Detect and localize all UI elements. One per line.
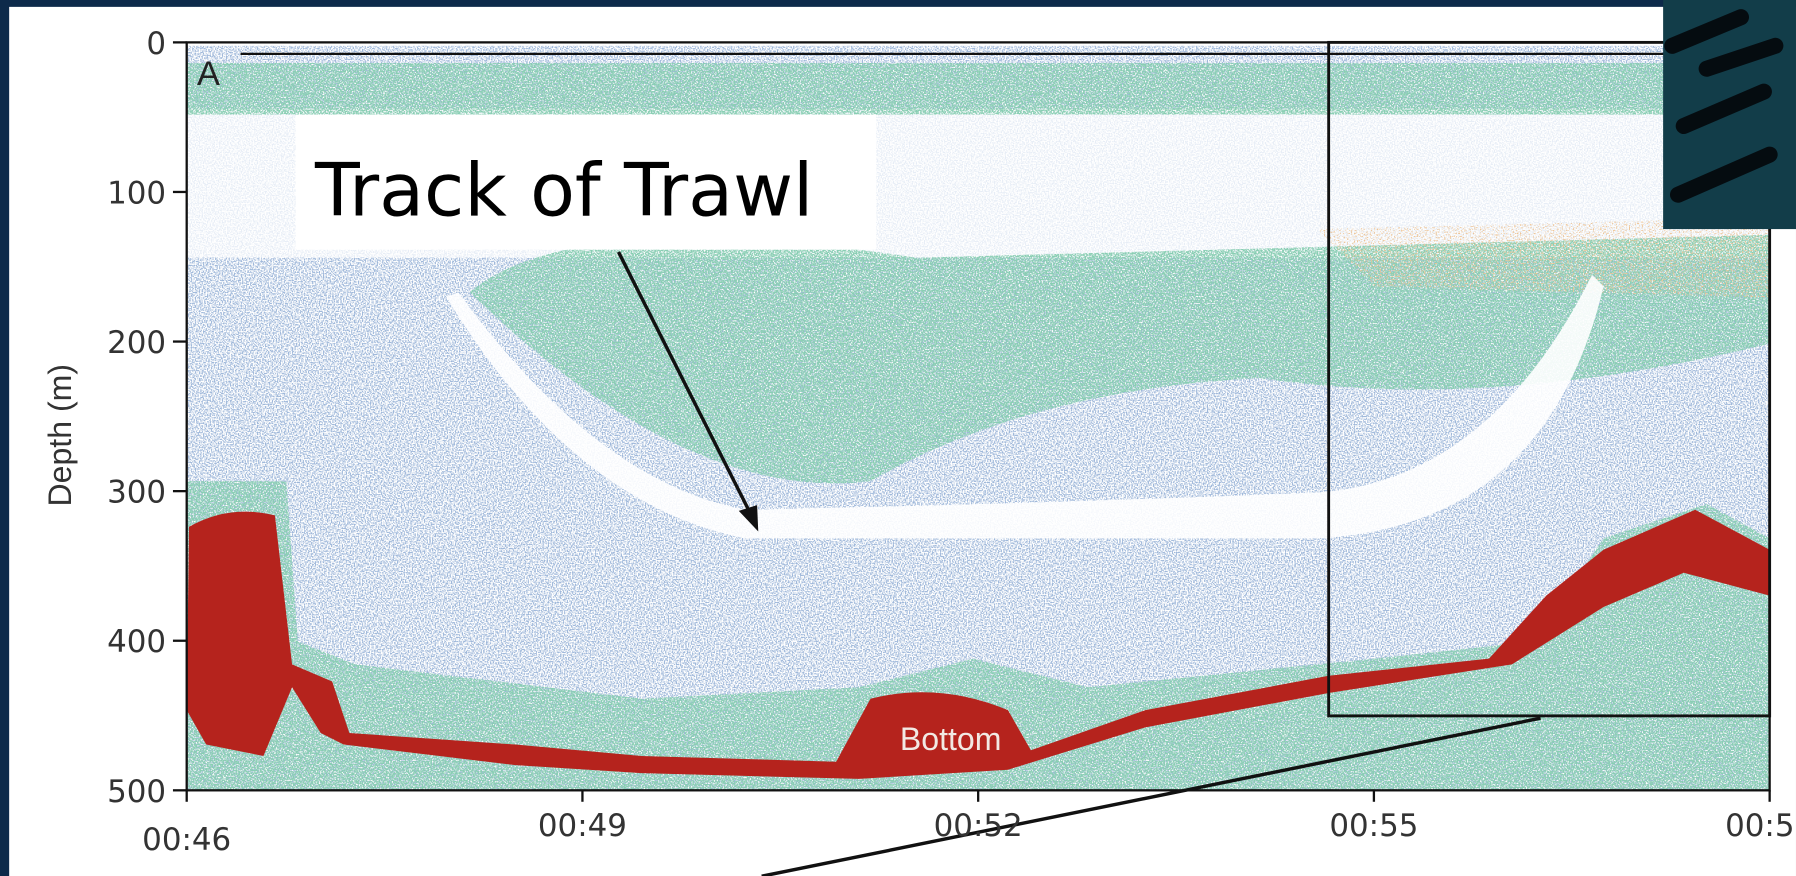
y-tick-label: 100 <box>107 175 166 211</box>
y-axis-label: Depth (m) <box>42 364 78 507</box>
scattering-layer <box>469 234 1770 484</box>
zoom-box <box>1327 40 1772 718</box>
annotation-arrow <box>616 251 752 514</box>
x-tick-label: 00:49 <box>538 808 627 844</box>
x-tick-label: 00:46 <box>142 822 231 858</box>
x-tick-label: 00:52 <box>934 808 1023 844</box>
annotation-box <box>295 114 877 250</box>
x-tick-label: 00:55 <box>1329 808 1418 844</box>
y-tick-label: 500 <box>107 774 166 810</box>
y-tick-label: 200 <box>107 325 166 361</box>
annotation: Track of Trawl <box>314 148 813 233</box>
bottom-label: Bottom <box>900 721 1002 757</box>
inset-fish <box>1664 9 1784 203</box>
panel-label: A <box>197 55 220 93</box>
zoom-line <box>761 716 1541 876</box>
y-tick-label: 400 <box>107 624 166 660</box>
bottom-echo <box>186 509 1770 779</box>
bottom-scatter <box>186 481 1770 791</box>
surface-layer <box>186 62 1770 115</box>
dense-layer <box>1317 217 1770 298</box>
y-tick-label: 300 <box>107 475 166 511</box>
x-tick-label: 00:58 <box>1725 808 1796 844</box>
stage: Track of Trawl A Bottom Depth (m) 0 100 20… <box>9 0 1796 876</box>
arrow-head <box>738 505 759 532</box>
y-tick-label: 0 <box>146 26 166 62</box>
